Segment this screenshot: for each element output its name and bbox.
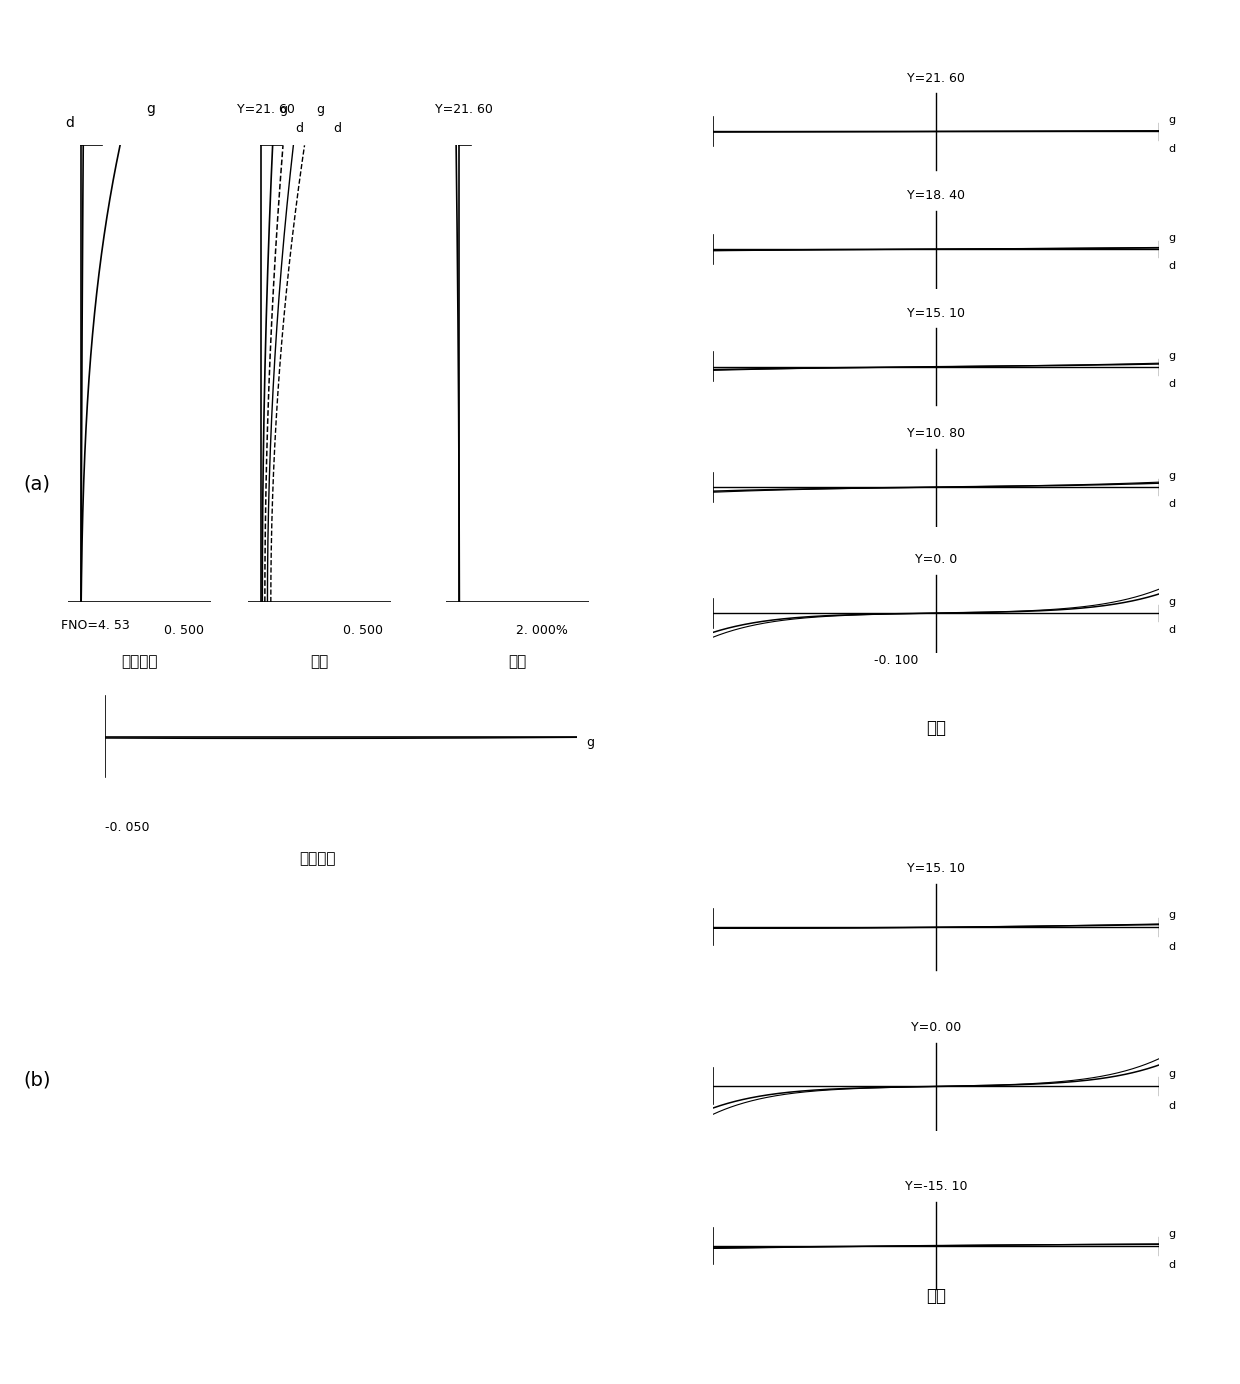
Text: d: d — [295, 122, 303, 134]
Text: d: d — [334, 122, 341, 134]
Text: d: d — [1168, 379, 1176, 389]
Text: g: g — [1168, 1070, 1176, 1080]
Text: Y=18. 40: Y=18. 40 — [908, 190, 965, 202]
Text: Y=-15. 10: Y=-15. 10 — [905, 1179, 967, 1193]
Text: Y=0. 0: Y=0. 0 — [915, 554, 957, 566]
Text: Y=0. 00: Y=0. 00 — [911, 1020, 961, 1034]
Text: d: d — [1168, 500, 1176, 509]
Text: Y=21. 60: Y=21. 60 — [435, 104, 492, 116]
Text: g: g — [1168, 233, 1176, 244]
Text: d: d — [1168, 1100, 1176, 1111]
Text: d: d — [1168, 626, 1176, 635]
Text: g: g — [146, 102, 155, 116]
Text: 彗差: 彗差 — [926, 718, 946, 736]
Text: g: g — [316, 104, 325, 116]
Text: (b): (b) — [24, 1070, 51, 1089]
Text: g: g — [587, 736, 594, 749]
Text: 0. 500: 0. 500 — [343, 624, 383, 637]
Text: FNO=4. 53: FNO=4. 53 — [61, 620, 130, 632]
Text: d: d — [1168, 1259, 1176, 1271]
Text: Y=10. 80: Y=10. 80 — [908, 428, 965, 440]
Text: Y=21. 60: Y=21. 60 — [237, 104, 294, 116]
Text: Y=21. 60: Y=21. 60 — [908, 72, 965, 84]
Text: (a): (a) — [24, 475, 51, 494]
Text: 畚变: 畚变 — [508, 655, 527, 668]
Text: g: g — [1168, 471, 1176, 482]
Text: g: g — [1168, 911, 1176, 920]
Text: -0. 050: -0. 050 — [105, 822, 150, 835]
Text: 2. 000%: 2. 000% — [516, 624, 568, 637]
Text: d: d — [1168, 941, 1176, 952]
Text: g: g — [1168, 1229, 1176, 1239]
Text: d: d — [1168, 144, 1176, 154]
Text: d: d — [66, 116, 74, 130]
Text: 球面像差: 球面像差 — [122, 655, 157, 668]
Text: g: g — [279, 104, 288, 116]
Text: g: g — [1168, 115, 1176, 126]
Text: g: g — [1168, 350, 1176, 361]
Text: 彗差: 彗差 — [926, 1287, 946, 1305]
Text: 倍率色差: 倍率色差 — [299, 851, 336, 866]
Text: Y=15. 10: Y=15. 10 — [908, 861, 965, 875]
Text: 像散: 像散 — [310, 655, 329, 668]
Text: Y=15. 10: Y=15. 10 — [908, 307, 965, 320]
Text: d: d — [1168, 262, 1176, 271]
Text: g: g — [1168, 597, 1176, 608]
Text: 0. 500: 0. 500 — [164, 624, 203, 637]
Text: -0. 100: -0. 100 — [874, 655, 918, 667]
